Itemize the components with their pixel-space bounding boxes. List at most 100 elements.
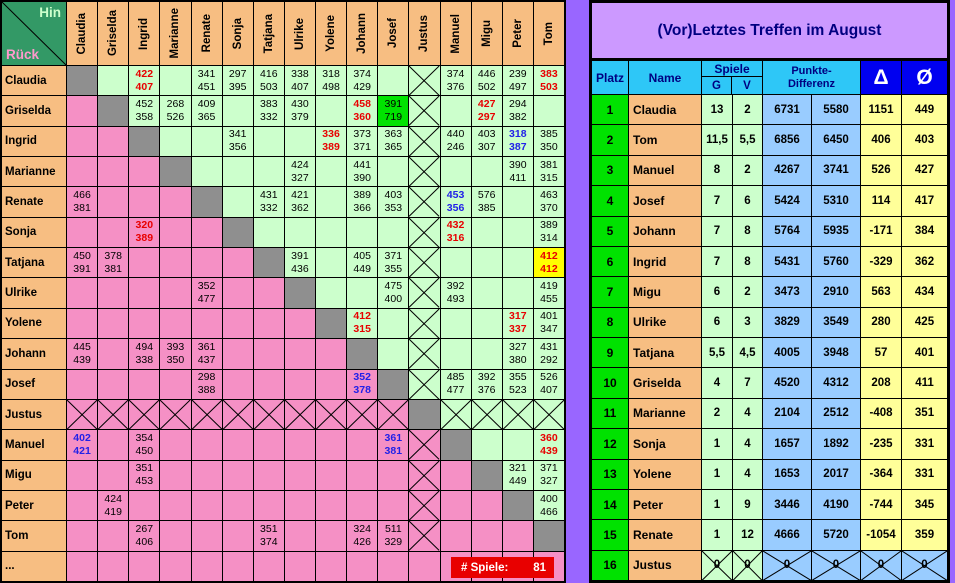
matrix-cell-sonja-ulrike[interactable] xyxy=(284,217,315,248)
rank-cell-lost-sonja[interactable]: 4 xyxy=(733,429,762,459)
matrix-cell-yolene-peter[interactable]: 317 337 xyxy=(502,308,533,339)
matrix-cell-johann-migu[interactable] xyxy=(471,339,502,369)
row-header-tom[interactable]: Tom xyxy=(2,521,66,551)
matrix-cell-ulrike-peter[interactable] xyxy=(502,278,533,308)
matrix-cell-yolene-tom[interactable]: 401 347 xyxy=(533,308,564,339)
row-header-johann[interactable]: Johann xyxy=(2,339,66,369)
rank-cell-delta-justus[interactable]: 0 xyxy=(861,550,901,580)
matrix-cell-marianne-tatjana[interactable] xyxy=(253,157,284,187)
matrix-cell-justus-griselda[interactable] xyxy=(98,399,129,430)
matrix-cell-yolene-ulrike[interactable] xyxy=(284,308,315,339)
rank-cell-lost-claudia[interactable]: 2 xyxy=(733,95,762,125)
matrix-cell-renate-claudia[interactable]: 466 381 xyxy=(67,187,98,217)
matrix-cell-manuel-ingrid[interactable]: 354 450 xyxy=(129,430,160,460)
matrix-cell-manuel-tom[interactable]: 360 439 xyxy=(533,430,564,460)
matrix-cell-josef-renate[interactable]: 298 388 xyxy=(191,369,222,399)
rank-cell-points-for-marianne[interactable]: 2104 xyxy=(763,398,811,429)
matrix-cell-migu-claudia[interactable] xyxy=(67,460,98,490)
matrix-cell-josef-sonja[interactable] xyxy=(222,369,253,399)
matrix-cell-justus-ulrike[interactable] xyxy=(284,399,315,430)
col-header-griselda[interactable]: Griselda xyxy=(98,2,129,65)
matrix-cell-ulrike-yolene[interactable] xyxy=(316,278,347,308)
matrix-cell-extra-sonja[interactable] xyxy=(222,551,253,581)
rank-cell-name-migu[interactable]: Migu xyxy=(629,277,701,307)
matrix-cell-peter-johann[interactable] xyxy=(347,490,378,521)
matrix-cell-marianne-josef[interactable] xyxy=(378,157,409,187)
matrix-cell-sonja-yolene[interactable] xyxy=(316,217,347,248)
rank-cell-average-johann[interactable]: 384 xyxy=(902,216,947,246)
rank-cell-won-tatjana[interactable]: 5,5 xyxy=(702,338,732,368)
rank-cell-points-against-sonja[interactable]: 1892 xyxy=(812,429,860,459)
rank-cell-platz-migu[interactable]: 7 xyxy=(592,277,628,307)
rank-cell-points-for-justus[interactable]: 0 xyxy=(763,550,811,580)
matrix-cell-marianne-griselda[interactable] xyxy=(98,157,129,187)
matrix-cell-johann-josef[interactable] xyxy=(378,339,409,369)
matrix-cell-peter-josef[interactable] xyxy=(378,490,409,521)
rank-cell-points-for-claudia[interactable]: 6731 xyxy=(763,95,811,125)
matrix-cell-yolene-marianne[interactable] xyxy=(160,308,191,339)
matrix-cell-migu-ingrid[interactable]: 351 453 xyxy=(129,460,160,490)
col-header-johann[interactable]: Johann xyxy=(347,2,378,65)
matrix-cell-tatjana-ingrid[interactable] xyxy=(129,248,160,278)
matrix-cell-migu-peter[interactable]: 321 449 xyxy=(502,460,533,490)
matrix-cell-johann-ingrid[interactable]: 494 338 xyxy=(129,339,160,369)
rank-cell-won-claudia[interactable]: 13 xyxy=(702,95,732,125)
matrix-cell-josef-migu[interactable]: 392 376 xyxy=(471,369,502,399)
matrix-cell-sonja-migu[interactable] xyxy=(471,217,502,248)
matrix-cell-griselda-sonja[interactable] xyxy=(222,96,253,126)
matrix-cell-yolene-renate[interactable] xyxy=(191,308,222,339)
matrix-cell-josef-justus[interactable] xyxy=(409,369,440,399)
matrix-cell-migu-tatjana[interactable] xyxy=(253,460,284,490)
matrix-cell-extra-johann[interactable] xyxy=(347,551,378,581)
matrix-cell-peter-griselda[interactable]: 424 419 xyxy=(98,490,129,521)
matrix-cell-peter-yolene[interactable] xyxy=(316,490,347,521)
matrix-cell-josef-marianne[interactable] xyxy=(160,369,191,399)
rank-cell-delta-tatjana[interactable]: 57 xyxy=(861,338,901,368)
matrix-cell-griselda-marianne[interactable]: 268 526 xyxy=(160,96,191,126)
matrix-cell-marianne-claudia[interactable] xyxy=(67,157,98,187)
matrix-cell-sonja-tom[interactable]: 389 314 xyxy=(533,217,564,248)
matrix-cell-josef-tom[interactable]: 526 407 xyxy=(533,369,564,399)
matrix-cell-josef-tatjana[interactable] xyxy=(253,369,284,399)
rank-cell-delta-griselda[interactable]: 208 xyxy=(861,368,901,398)
matrix-cell-manuel-griselda[interactable] xyxy=(98,430,129,460)
matrix-cell-josef-yolene[interactable] xyxy=(316,369,347,399)
rank-cell-delta-marianne[interactable]: -408 xyxy=(861,398,901,429)
row-header-claudia[interactable]: Claudia xyxy=(2,66,66,96)
rank-cell-platz-josef[interactable]: 4 xyxy=(592,186,628,216)
matrix-cell-johann-tom[interactable]: 431 292 xyxy=(533,339,564,369)
matrix-cell-claudia-claudia[interactable] xyxy=(67,66,98,96)
matrix-cell-josef-ingrid[interactable] xyxy=(129,369,160,399)
rank-cell-name-justus[interactable]: Justus xyxy=(629,550,701,580)
matrix-cell-tom-sonja[interactable] xyxy=(222,521,253,551)
matrix-cell-tatjana-marianne[interactable] xyxy=(160,248,191,278)
matrix-cell-claudia-peter[interactable]: 239 497 xyxy=(502,66,533,96)
matrix-cell-tatjana-renate[interactable] xyxy=(191,248,222,278)
rank-cell-name-sonja[interactable]: Sonja xyxy=(629,429,701,459)
matrix-cell-manuel-tatjana[interactable] xyxy=(253,430,284,460)
matrix-cell-renate-sonja[interactable] xyxy=(222,187,253,217)
matrix-cell-ulrike-tatjana[interactable] xyxy=(253,278,284,308)
matrix-cell-josef-claudia[interactable] xyxy=(67,369,98,399)
row-header-griselda[interactable]: Griselda xyxy=(2,96,66,126)
rank-cell-delta-johann[interactable]: -171 xyxy=(861,216,901,246)
matrix-cell-sonja-griselda[interactable] xyxy=(98,217,129,248)
matrix-cell-renate-ulrike[interactable]: 421 362 xyxy=(284,187,315,217)
rank-cell-average-josef[interactable]: 417 xyxy=(902,186,947,216)
rank-cell-points-for-tatjana[interactable]: 4005 xyxy=(763,338,811,368)
matrix-cell-tatjana-josef[interactable]: 371 355 xyxy=(378,248,409,278)
matrix-cell-josef-johann[interactable]: 352 378 xyxy=(347,369,378,399)
rank-cell-platz-marianne[interactable]: 11 xyxy=(592,398,628,429)
matrix-cell-renate-renate[interactable] xyxy=(191,187,222,217)
matrix-cell-johann-yolene[interactable] xyxy=(316,339,347,369)
matrix-cell-griselda-johann[interactable]: 458 360 xyxy=(347,96,378,126)
matrix-cell-sonja-marianne[interactable] xyxy=(160,217,191,248)
matrix-cell-ingrid-peter[interactable]: 318 387 xyxy=(502,126,533,157)
matrix-cell-justus-yolene[interactable] xyxy=(316,399,347,430)
matrix-cell-renate-marianne[interactable] xyxy=(160,187,191,217)
rank-cell-points-against-josef[interactable]: 5310 xyxy=(812,186,860,216)
row-header-josef[interactable]: Josef xyxy=(2,369,66,399)
matrix-cell-tatjana-yolene[interactable] xyxy=(316,248,347,278)
rank-cell-name-josef[interactable]: Josef xyxy=(629,186,701,216)
rank-cell-platz-manuel[interactable]: 3 xyxy=(592,155,628,186)
